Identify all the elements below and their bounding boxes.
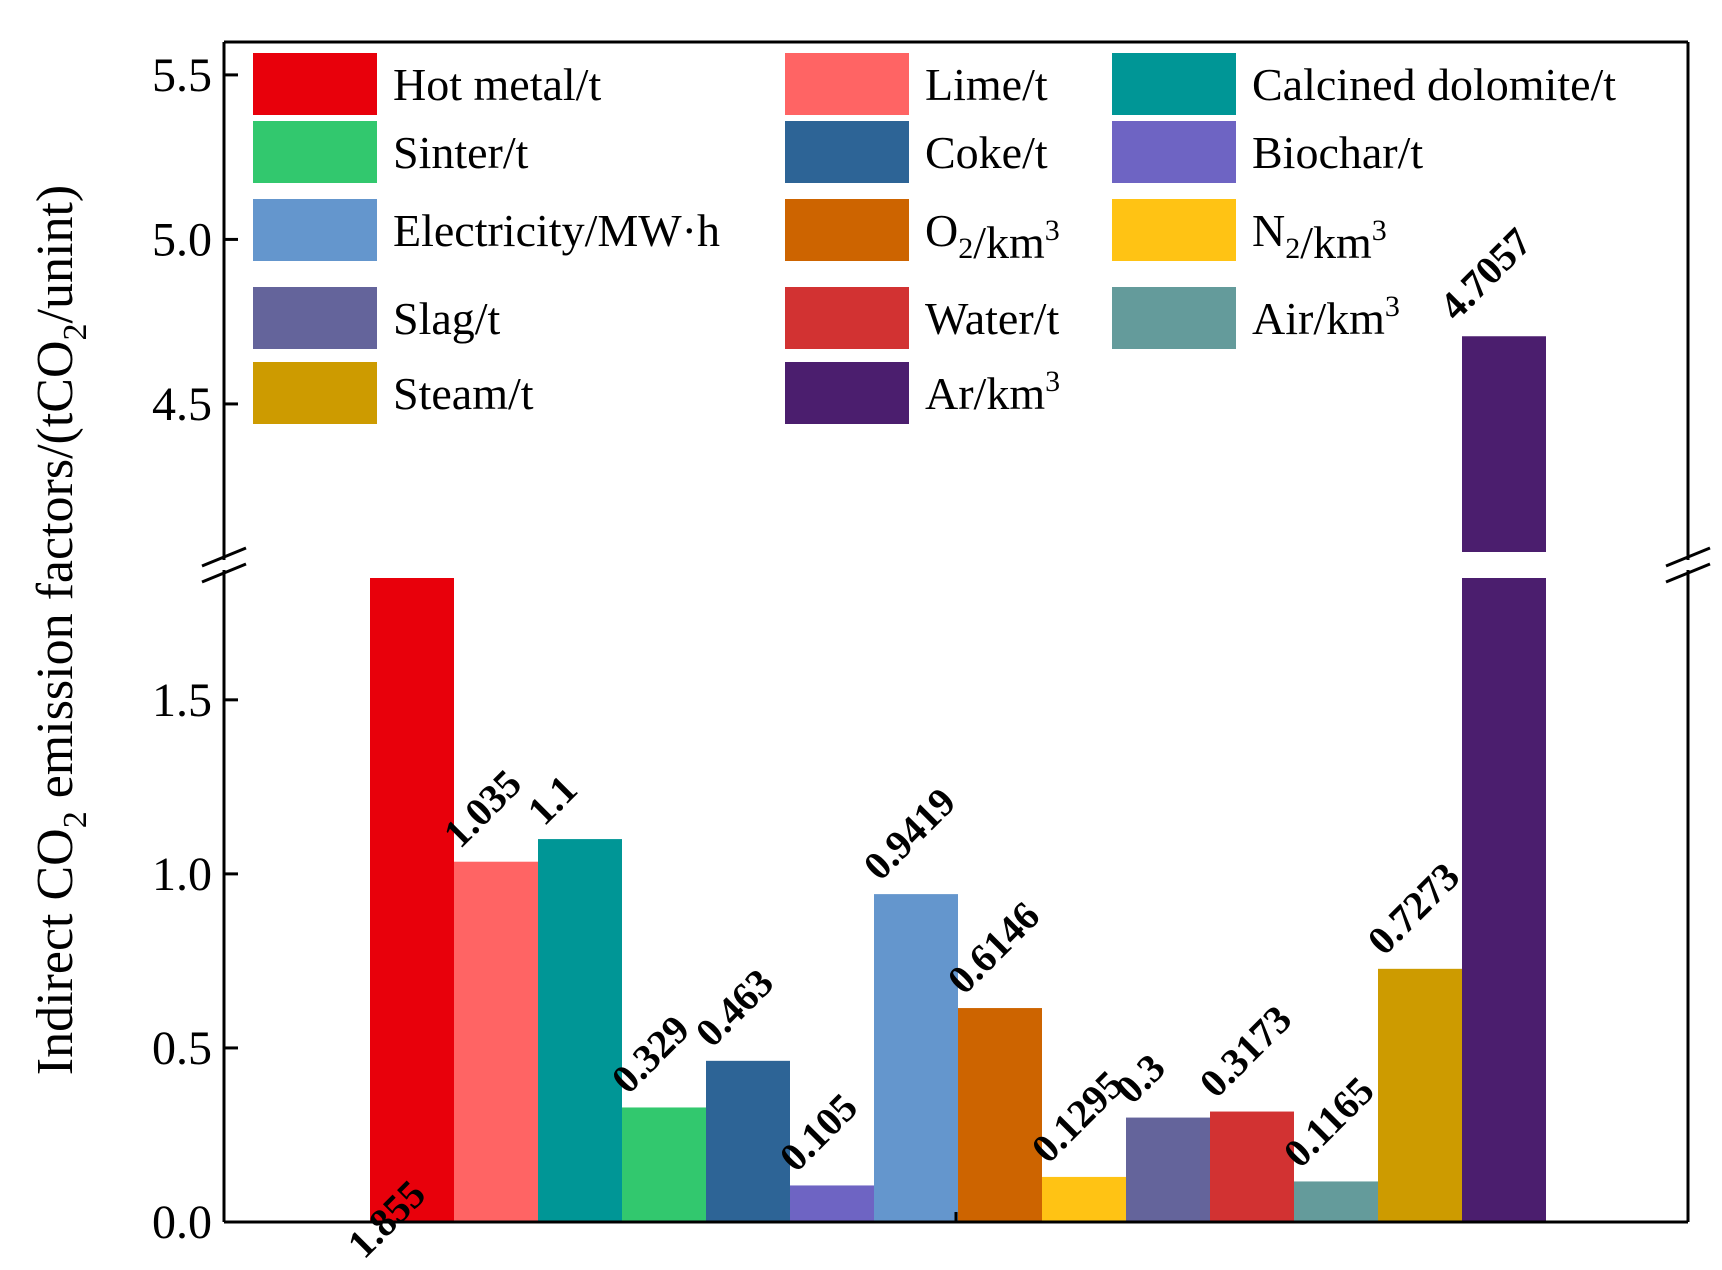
legend-swatch (785, 199, 909, 261)
legend-swatch (253, 53, 377, 115)
bar-o-km (958, 1008, 1042, 1222)
y-tick-label: 1.0 (152, 848, 212, 901)
legend-label: Steam/t (393, 368, 534, 419)
legend-swatch (1112, 199, 1236, 261)
legend-item-slag-t: Slag/t (253, 287, 501, 349)
legend-item-ar-km: Ar/km3 (785, 362, 1060, 424)
bar-electricity-mw-h (874, 894, 958, 1222)
legend-label: Coke/t (925, 127, 1048, 178)
legend-item-hot-metal-t: Hot metal/t (253, 53, 601, 115)
legend-label: Electricity/MW·h (393, 205, 720, 256)
y-ticks: 0.0 0.5 1.0 1.5 4.5 5.0 5.5 (152, 49, 238, 1249)
y-tick-label: 1.5 (152, 674, 212, 727)
legend-item-air-km: Air/km3 (1112, 287, 1400, 349)
bar-calcined-dolomite-t (538, 839, 622, 1222)
legend-item-steam-t: Steam/t (253, 362, 534, 424)
legend-label: Calcined dolomite/t (1252, 59, 1616, 110)
y-tick-label: 0.5 (152, 1022, 212, 1075)
bar-ar-km-upper (1462, 336, 1546, 552)
legend-label: Slag/t (393, 293, 501, 344)
bar-steam-t (1378, 968, 1462, 1222)
y-tick-label: 4.5 (152, 378, 212, 431)
legend-label: Air/km3 (1252, 290, 1400, 344)
legend-item-n-km: N2/km3 (1112, 199, 1387, 268)
legend-label: Sinter/t (393, 127, 529, 178)
legend-swatch (785, 287, 909, 349)
legend-swatch (1112, 121, 1236, 183)
legend-swatch (785, 53, 909, 115)
bar-water-t (1210, 1111, 1294, 1222)
legend-item-biochar-t: Biochar/t (1112, 121, 1423, 183)
legend-item-sinter-t: Sinter/t (253, 121, 529, 183)
legend-swatch (1112, 287, 1236, 349)
bar-sinter-t (622, 1107, 706, 1222)
legend-swatch (253, 121, 377, 183)
legend-label: Biochar/t (1252, 127, 1423, 178)
y-axis-label: Indirect CO2 emission factors/(tCO2/unin… (27, 185, 94, 1075)
legend-item-water-t: Water/t (785, 287, 1059, 349)
bar-ar-km-lower (1462, 578, 1546, 1222)
legend-label: Hot metal/t (393, 59, 601, 110)
legend-label: Ar/km3 (925, 365, 1060, 419)
legend: Hot metal/t Lime/t Calcined dolomite/t Sint… (253, 53, 1616, 424)
legend-item-lime-t: Lime/t (785, 53, 1048, 115)
bar-coke-t (706, 1060, 790, 1222)
bar-biochar-t (790, 1185, 874, 1222)
legend-swatch (785, 121, 909, 183)
bar-air-km (1294, 1181, 1378, 1222)
bar-lime-t (454, 861, 538, 1222)
legend-label: Lime/t (925, 59, 1048, 110)
y-tick-label: 5.0 (152, 213, 212, 266)
legend-label: O2/km3 (925, 205, 1060, 268)
legend-item-calcined-dolomite-t: Calcined dolomite/t (1112, 53, 1616, 115)
y-tick-label: 0.0 (152, 1196, 212, 1249)
legend-item-electricity-mw-h: Electricity/MW·h (253, 199, 720, 261)
legend-swatch (785, 362, 909, 424)
bar-n-km (1042, 1176, 1126, 1222)
y-tick-label: 5.5 (152, 49, 212, 102)
break-mark-right (1665, 546, 1711, 584)
break-mark-left (201, 546, 247, 584)
plot-frame (201, 40, 1711, 1224)
legend-label: Water/t (925, 293, 1059, 344)
legend-swatch (253, 287, 377, 349)
bar-slag-t (1126, 1117, 1210, 1222)
bars-group (370, 336, 1546, 1222)
legend-swatch (253, 362, 377, 424)
legend-item-o-km: O2/km3 (785, 199, 1060, 268)
legend-item-coke-t: Coke/t (785, 121, 1048, 183)
legend-label: N2/km3 (1252, 205, 1387, 268)
legend-swatch (253, 199, 377, 261)
legend-swatch (1112, 53, 1236, 115)
bar-hot-metal-t-lower (370, 578, 454, 1222)
